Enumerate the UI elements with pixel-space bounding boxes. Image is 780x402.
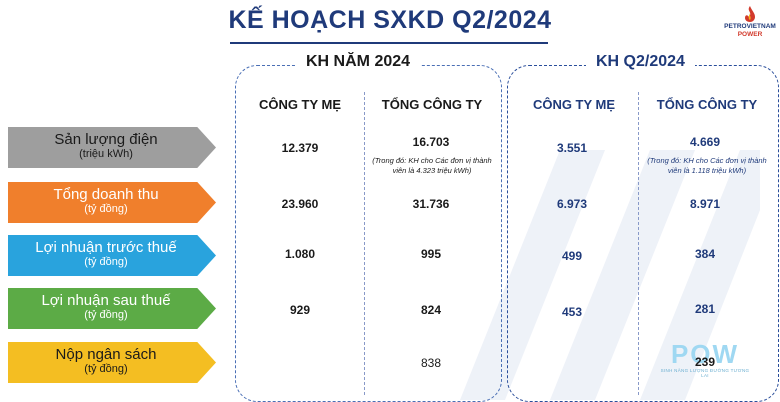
note-year-total: (Trong đó: KH cho Các đơn vị thành viên …: [372, 156, 492, 175]
value-q2-total: 4.669: [689, 135, 721, 149]
row-unit-text: (tỷ đồng): [84, 363, 128, 375]
value-q2-parent: 6.973: [556, 197, 588, 211]
row-label-san-luong-dien: Sản lượng điện (triệu kWh): [8, 127, 216, 168]
row-label-text: Lợi nhuận sau thuế: [41, 292, 171, 309]
value-q2-total: 239: [694, 355, 716, 369]
value-year-total: 838: [420, 356, 442, 370]
row-label-text: Lợi nhuận trước thuế: [35, 239, 177, 256]
value-year-total: 995: [420, 247, 442, 261]
value-year-total: 824: [420, 303, 442, 317]
row-label-text: Tổng doanh thu: [53, 186, 159, 203]
watermark-graphic: [460, 150, 760, 400]
row-unit-text: (triệu kWh): [79, 148, 133, 160]
row-unit-text: (tỷ đồng): [84, 309, 128, 321]
pow-logo: POW SINH NĂNG LƯỢNG ĐƯỜNG TƯƠNG LAI: [657, 340, 753, 378]
value-q2-total: 8.971: [689, 197, 721, 211]
value-year-parent: 12.379: [281, 141, 319, 155]
page-title: KẾ HOẠCH SXKD Q2/2024: [228, 6, 552, 34]
title-underline: [230, 42, 548, 44]
row-label-text: Nộp ngân sách: [55, 346, 157, 363]
divider-q2: [638, 92, 639, 395]
row-label-text: Sản lượng điện: [54, 131, 158, 148]
row-unit-text: (tỷ đồng): [84, 256, 128, 268]
pow-slogan: SINH NĂNG LƯỢNG ĐƯỜNG TƯƠNG LAI: [660, 368, 750, 378]
col-head-year-parent: CÔNG TY MẸ: [258, 97, 342, 112]
value-year-total: 31.736: [412, 197, 450, 211]
value-year-parent: 929: [289, 303, 311, 317]
petrovietnam-power-logo: PETROVIETNAM POWER: [724, 6, 776, 39]
value-q2-parent: 499: [561, 249, 583, 263]
row-unit-text: (tỷ đồng): [84, 203, 128, 215]
row-label-nop-ngan-sach: Nộp ngân sách (tỷ đồng): [8, 342, 216, 383]
pow-logo-text: POW: [670, 339, 740, 369]
row-label-loi-nhuan-sau-thue: Lợi nhuận sau thuế (tỷ đồng): [8, 288, 216, 329]
logo-name: PETROVIETNAM: [724, 23, 776, 30]
panel-title-year: KH NĂM 2024: [296, 53, 421, 71]
value-q2-parent: 453: [561, 305, 583, 319]
panel-title-q2: KH Q2/2024: [586, 53, 695, 71]
row-label-tong-doanh-thu: Tổng doanh thu (tỷ đồng): [8, 182, 216, 223]
flame-icon: [745, 6, 755, 22]
col-head-q2-total: TỔNG CÔNG TY: [656, 97, 758, 112]
col-head-year-total: TỔNG CÔNG TY: [381, 97, 483, 112]
value-year-parent: 23.960: [281, 197, 319, 211]
col-head-q2-parent: CÔNG TY MẸ: [532, 97, 616, 112]
row-label-loi-nhuan-truoc-thue: Lợi nhuận trước thuế (tỷ đồng): [8, 235, 216, 276]
value-q2-parent: 3.551: [556, 141, 588, 155]
panel-kh-nam-2024: [235, 65, 502, 402]
divider-year: [364, 92, 365, 395]
value-q2-total: 281: [694, 302, 716, 316]
logo-sub: POWER: [737, 31, 763, 38]
value-q2-total: 384: [694, 247, 716, 261]
value-year-parent: 1.080: [284, 247, 316, 261]
value-year-total: 16.703: [412, 135, 450, 149]
note-q2-total: (Trong đó: KH cho Các đơn vị thành viên …: [647, 156, 767, 175]
